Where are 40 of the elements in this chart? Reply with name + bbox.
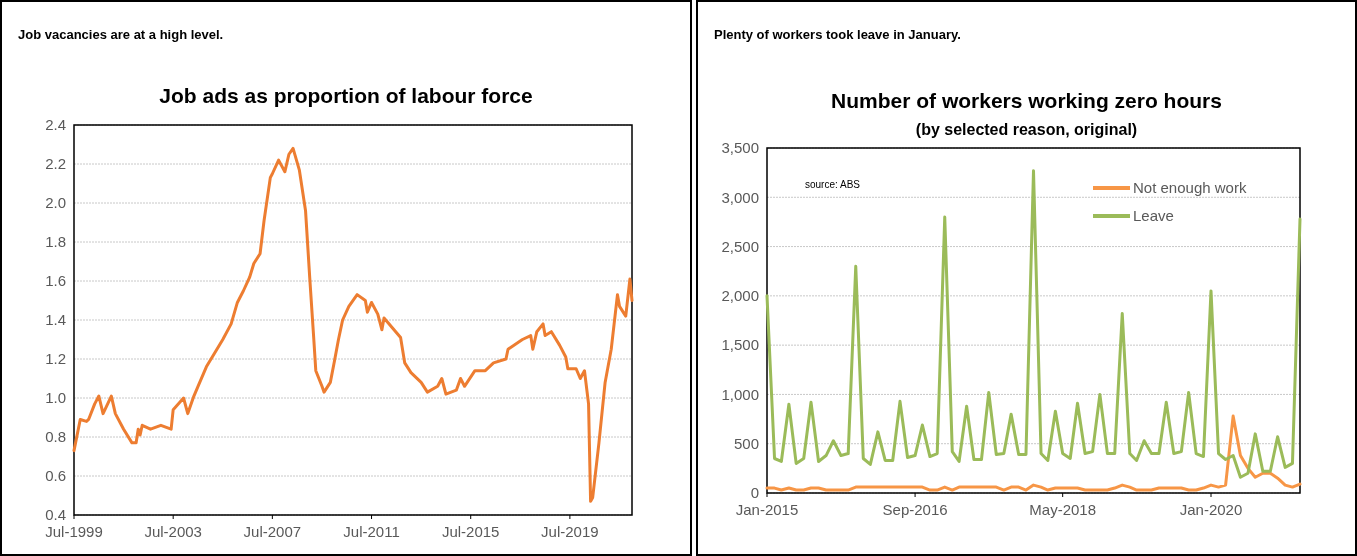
y-tick-label: 1.6	[45, 272, 66, 290]
legend-label: Leave	[1133, 207, 1174, 225]
x-tick-label: May-2018	[1029, 501, 1097, 518]
y-tick-label: 0.4	[45, 506, 66, 524]
x-tick-label: Jan-2020	[1179, 501, 1243, 518]
y-tick-label: 2.2	[45, 155, 66, 173]
text: Plenty of workers took leave in January.	[714, 27, 961, 42]
annotation: source: ABS	[805, 179, 861, 190]
y-tick-label: 500	[733, 434, 759, 452]
y-tick-label: 1.0	[45, 389, 66, 407]
x-tick-label: Jan-2015	[735, 501, 799, 518]
chart-title: Number of workers working zero hours	[831, 89, 1222, 112]
x-tick-label: Jul-1999	[45, 523, 103, 540]
y-tick-label: 0.8	[45, 428, 66, 446]
y-tick-label: 2.4	[45, 116, 66, 134]
y-tick-label: 1.8	[45, 233, 66, 251]
x-tick-label: Jul-2007	[243, 523, 302, 540]
x-tick-label: Jul-2019	[541, 523, 599, 540]
y-tick-label: 0	[750, 484, 759, 502]
x-tick-label: Jul-2011	[343, 523, 400, 540]
y-tick-label: 2.0	[45, 194, 66, 212]
line-series	[765, 414, 1302, 492]
y-tick-label: 3,500	[721, 139, 759, 157]
chart-title: Job ads as proportion of labour force	[159, 84, 533, 107]
text: Job vacancies are at a high level.	[18, 27, 224, 42]
x-tick-label: Sep-2016	[882, 501, 948, 518]
y-tick-label: 3,000	[721, 188, 759, 206]
chart-subtitle: (by selected reason, original)	[915, 121, 1138, 138]
y-tick-label: 1.2	[45, 350, 66, 368]
y-tick-label: 2,000	[721, 287, 759, 305]
line-series	[765, 169, 1302, 479]
y-tick-label: 0.6	[45, 467, 66, 485]
y-tick-label: 1.4	[45, 311, 66, 329]
legend-label: Not enough work	[1133, 179, 1247, 197]
y-tick-label: 1,000	[721, 385, 759, 403]
x-tick-label: Jul-2003	[144, 523, 202, 540]
y-tick-label: 1,500	[721, 336, 759, 354]
y-tick-label: 2,500	[721, 237, 759, 255]
line-series	[72, 146, 634, 503]
x-tick-label: Jul-2015	[441, 523, 500, 540]
